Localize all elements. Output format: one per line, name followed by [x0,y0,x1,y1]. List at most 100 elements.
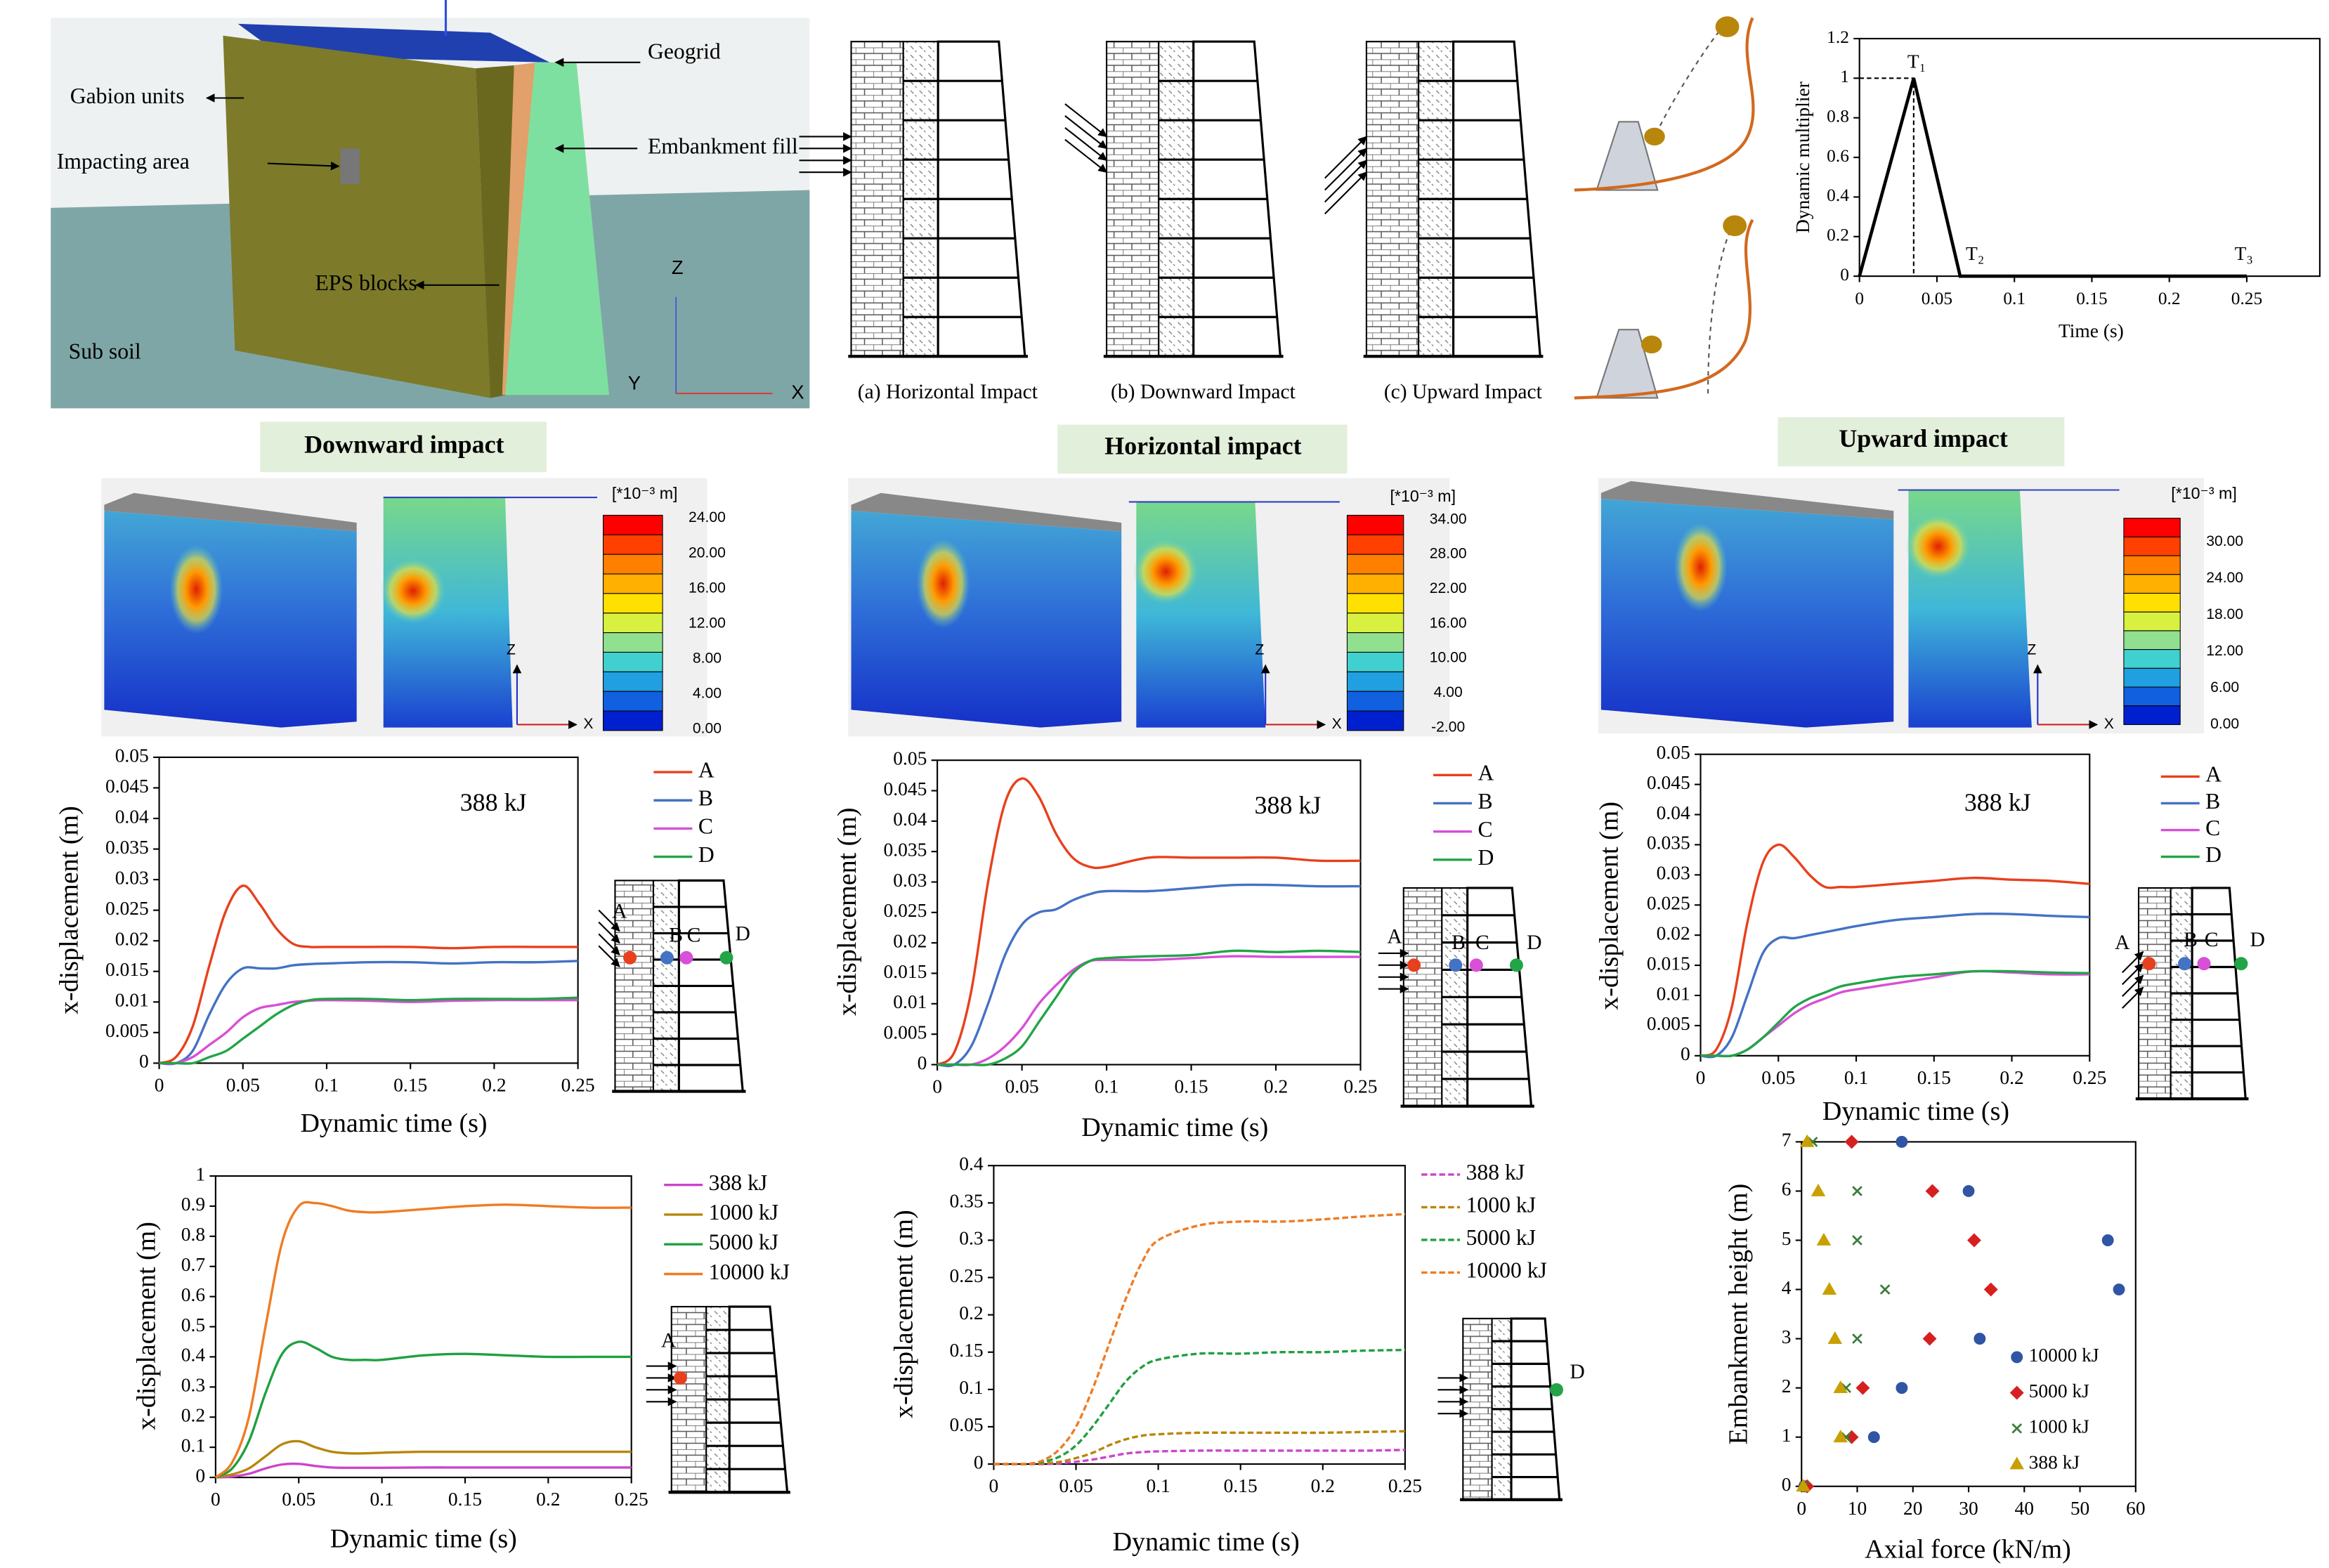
point [2113,1283,2125,1295]
colorbar-tick-label: 24.00 [2206,570,2243,586]
gabion [1106,41,1160,358]
point-marker [2197,957,2211,971]
point [1833,1430,1848,1443]
y-axis-title: Dynamic multiplier [1792,81,1813,233]
wall [383,497,513,728]
axis-letter: X [2104,716,2114,732]
colorbar-tick-label: 16.00 [1430,615,1467,631]
section-heading-box [1777,417,2065,466]
y-tick-label: 0.015 [884,961,927,982]
point-marker [679,950,693,965]
chart [1795,1134,2136,1494]
legend-label: B [2205,789,2220,814]
gabion [1365,41,1420,358]
y-tick-label: 0.045 [884,778,927,799]
inset-wall [2122,887,2249,1101]
x-tick-label: 0.1 [1095,1076,1118,1097]
y-tick-label: 0.02 [1657,922,1690,943]
colorbar-band [2123,536,2181,556]
y-tick-label: 0.25 [950,1265,984,1286]
x-tick-label: 0.05 [282,1489,315,1510]
colorbar-band [2123,705,2181,725]
y-tick-label: 6 [1782,1179,1792,1200]
series-line [993,1213,1406,1466]
y-tick-label: 0 [1782,1474,1792,1495]
legend-label: A [2205,762,2222,787]
colorbar-tick-label: 12.00 [2206,643,2243,659]
hotspot [380,558,446,624]
colorbar-band [1346,613,1404,634]
legend-label: B [698,786,713,811]
y-tick-label: 0 [1681,1043,1690,1064]
plot-frame [214,1175,632,1479]
point [1922,1331,1937,1346]
series-line [215,1462,632,1479]
axis-letter: Z [507,641,516,658]
y-tick-label: 0.9 [181,1194,205,1215]
x-tick-label: 0.25 [1388,1475,1422,1496]
point-marker [1407,958,1421,972]
point [1896,1135,1908,1148]
y-tick-label: 0.1 [959,1377,983,1398]
colorbar-tick-label: 20.00 [689,544,726,561]
legend-label: 10000 kJ [709,1260,790,1284]
colorbar-tick-label: 34.00 [1430,511,1467,527]
colorbar-tick-label: 16.00 [689,580,726,596]
y-tick-label: 0.6 [1827,146,1849,166]
inset-wall [1437,1317,1564,1501]
y-axis-title: x-displacement (m) [55,806,84,1014]
y-tick-label: 0.03 [115,867,149,888]
colorbar-band [603,593,663,614]
hotspot [916,539,970,629]
x-tick-label: 0.1 [370,1489,393,1510]
point [1811,1183,1826,1196]
axis-letter: Z [672,256,684,278]
colorbar-band [603,514,663,535]
inset-label: B [1451,932,1466,954]
colorbar-tick-label: 22.00 [1430,580,1467,596]
y-tick-label: 0.03 [893,870,927,891]
y-tick-label: 0.005 [1647,1013,1690,1034]
wall [1136,502,1266,728]
colorbar-tick-label: -2.00 [1431,719,1465,735]
impact-arrow [1064,115,1108,150]
point-marker [1509,958,1523,972]
colorbar-band [1346,691,1404,712]
x-tick-label: 20 [1903,1498,1922,1519]
legend-label: 388 kJ [1466,1160,1525,1184]
y-tick-label: 0.2 [1827,226,1849,245]
x-axis-title: Dynamic time (s) [1822,1097,2009,1126]
impact-arrow [598,921,620,944]
x-tick-label: 0.05 [1922,289,1952,308]
hotspot [1133,539,1199,605]
series-line [1700,913,2090,1059]
colorbar-band [1346,534,1404,555]
y-tick-label: 0.01 [893,991,927,1012]
x-tick-label: 10 [1848,1498,1867,1519]
series-line [1858,77,2247,278]
block [104,511,357,728]
legend-marker [2009,1385,2024,1400]
y-tick-label: 0 [918,1052,927,1073]
colorbar-tick-label: 10.00 [1430,650,1467,666]
colorbar-band [603,554,663,575]
series-line [937,777,1361,1066]
y-tick-label: 1 [195,1163,205,1184]
block-top [104,492,357,532]
plot-frame [1700,753,2091,1057]
legend-label: 10000 kJ [2029,1345,2099,1366]
y-tick-label: 0.02 [115,928,149,949]
legend-label: 388 kJ [2029,1451,2080,1472]
colorbar-tick-label: 4.00 [1434,684,1463,700]
y-tick-label: 0.05 [893,747,927,769]
gabion [850,41,904,358]
colorbar-band [603,710,663,731]
point-marker [623,950,637,965]
impact-arrow [2122,950,2144,974]
annotation: T₃ [2235,243,2253,264]
x-tick-label: 0.05 [1005,1076,1039,1097]
y-tick-label: 0.04 [893,809,927,830]
colorbar-band [1346,632,1404,653]
impact-arrow [2122,962,2144,986]
impact-arrow [1324,136,1367,179]
